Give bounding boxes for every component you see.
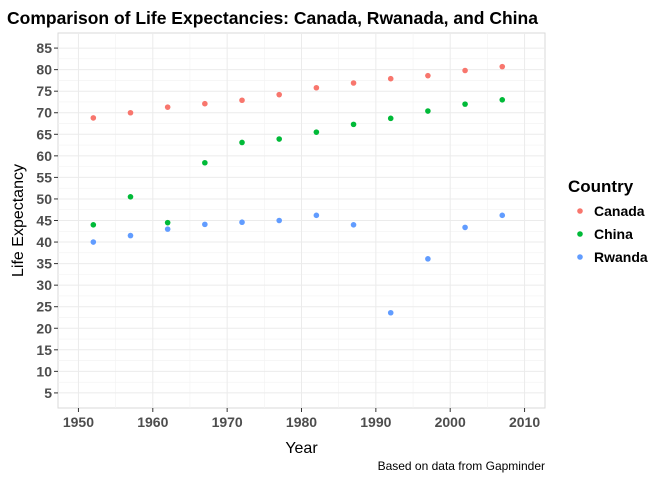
point-canada [164, 104, 171, 110]
legend-title: Country [568, 177, 634, 196]
point-china [499, 97, 506, 103]
point-china [276, 136, 282, 142]
x-tick-label: 1980 [286, 414, 317, 430]
x-tick-label: 1950 [63, 414, 94, 430]
y-tick-label: 45 [36, 213, 52, 229]
point-canada [313, 84, 320, 91]
point-rwanda [164, 226, 171, 232]
point-china [202, 159, 208, 166]
y-tick-label: 25 [36, 299, 52, 315]
point-rwanda [276, 217, 282, 224]
x-tick-label: 1960 [137, 414, 168, 430]
x-tick-label: 2000 [435, 414, 466, 430]
y-tick-label: 50 [36, 191, 52, 207]
point-canada [202, 100, 208, 107]
chart-caption: Based on data from Gapminder [378, 459, 545, 473]
point-rwanda [90, 239, 97, 245]
y-tick-label: 55 [36, 169, 52, 185]
y-tick-label: 30 [36, 277, 52, 293]
point-canada [239, 97, 245, 104]
point-rwanda [239, 219, 245, 226]
y-axis: 5 10 15 20 25 30 35 40 45 50 55 60 65 70 75 80 85 [36, 40, 58, 401]
y-tick-label: 60 [36, 148, 52, 164]
point-china [90, 222, 97, 228]
grid-major [58, 33, 545, 408]
point-rwanda [350, 222, 357, 228]
x-tick-label: 1990 [360, 414, 391, 430]
point-canada [462, 67, 468, 74]
point-rwanda [202, 221, 208, 228]
point-canada [387, 75, 394, 82]
y-tick-label: 80 [36, 62, 52, 78]
y-tick-label: 10 [36, 363, 52, 379]
legend-label-rwanda: Rwanda [594, 249, 648, 265]
point-china [387, 115, 394, 122]
chart-title: Comparison of Life Expectancies: Canada,… [7, 8, 538, 28]
point-rwanda [462, 224, 468, 231]
point-canada [350, 80, 357, 86]
legend-key-canada [577, 208, 583, 214]
point-china [239, 139, 245, 146]
x-tick-label: 1970 [212, 414, 243, 430]
point-china [164, 219, 171, 226]
y-tick-label: 15 [36, 342, 52, 358]
x-axis-title: Year [285, 440, 318, 457]
point-rwanda [313, 212, 320, 219]
point-canada [276, 91, 282, 98]
x-tick-label: 2010 [509, 414, 540, 430]
y-axis-title: Life Expectancy [10, 164, 27, 277]
y-tick-label: 35 [36, 256, 52, 272]
point-china [313, 129, 320, 135]
point-rwanda [499, 212, 506, 219]
legend: Country Canada China Rwanda [568, 177, 648, 265]
legend-label-canada: Canada [594, 203, 645, 219]
x-axis: 1950 1960 1970 1980 1990 2000 2010 [63, 408, 540, 430]
legend-label-china: China [594, 226, 633, 242]
y-tick-label: 65 [36, 126, 52, 142]
point-canada [499, 63, 506, 70]
y-tick-label: 75 [36, 83, 52, 99]
point-rwanda [387, 309, 394, 316]
y-tick-label: 40 [36, 234, 52, 250]
legend-key-china [577, 231, 583, 237]
point-rwanda [127, 232, 134, 239]
point-china [350, 121, 357, 128]
legend-key-rwanda [577, 254, 583, 260]
point-rwanda [425, 256, 431, 262]
data-points [90, 63, 506, 316]
point-china [462, 101, 468, 107]
point-canada [425, 72, 431, 79]
point-china [127, 193, 134, 200]
point-canada [127, 109, 134, 116]
y-tick-label: 70 [36, 105, 52, 121]
y-tick-label: 20 [36, 320, 52, 336]
point-china [425, 108, 431, 114]
point-canada [90, 115, 97, 121]
y-tick-label: 5 [44, 385, 52, 401]
y-tick-label: 85 [36, 40, 52, 56]
